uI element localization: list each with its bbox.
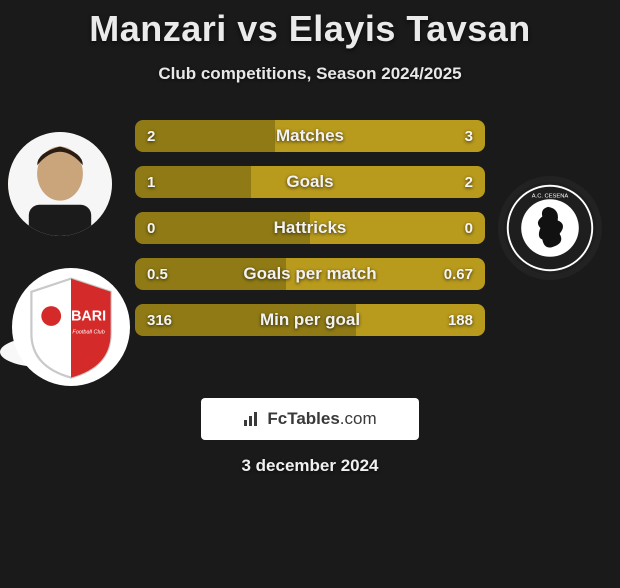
stat-bar-right <box>251 166 486 198</box>
watermark: FcTables.com <box>201 398 419 440</box>
person-icon <box>8 132 112 236</box>
club-right-badge: A.C. CESENA <box>498 176 602 280</box>
shield-icon: BARI Football Club <box>16 272 126 382</box>
bar-chart-icon <box>243 411 261 427</box>
stat-bar-left <box>135 304 356 336</box>
stat-bar-right <box>275 120 485 152</box>
stat-row: Hattricks00 <box>135 212 485 244</box>
watermark-suffix: .com <box>340 409 377 428</box>
svg-text:Football Club: Football Club <box>72 330 104 336</box>
club-left-badge: BARI Football Club <box>12 268 130 386</box>
stat-bar-left <box>135 212 310 244</box>
stat-row: Goals per match0.50.67 <box>135 258 485 290</box>
stat-bar-right <box>356 304 486 336</box>
date-label: 3 december 2024 <box>0 456 620 476</box>
svg-text:A.C. CESENA: A.C. CESENA <box>532 193 569 199</box>
stat-bar-left <box>135 258 286 290</box>
page-title: Manzari vs Elayis Tavsan <box>0 8 620 50</box>
stat-bar-left <box>135 166 251 198</box>
stat-row: Min per goal316188 <box>135 304 485 336</box>
subtitle: Club competitions, Season 2024/2025 <box>0 64 620 84</box>
stat-row: Goals12 <box>135 166 485 198</box>
stat-row: Matches23 <box>135 120 485 152</box>
stat-bars: Matches23 Goals12 Hattricks00 Goals per mat… <box>135 120 485 336</box>
svg-text:BARI: BARI <box>71 308 106 324</box>
stat-bar-right <box>286 258 486 290</box>
stat-bar-left <box>135 120 275 152</box>
player-left-avatar <box>8 132 112 236</box>
stat-bar-right <box>310 212 485 244</box>
watermark-brand: FcTables <box>267 409 339 428</box>
seahorse-icon: A.C. CESENA <box>502 180 598 276</box>
